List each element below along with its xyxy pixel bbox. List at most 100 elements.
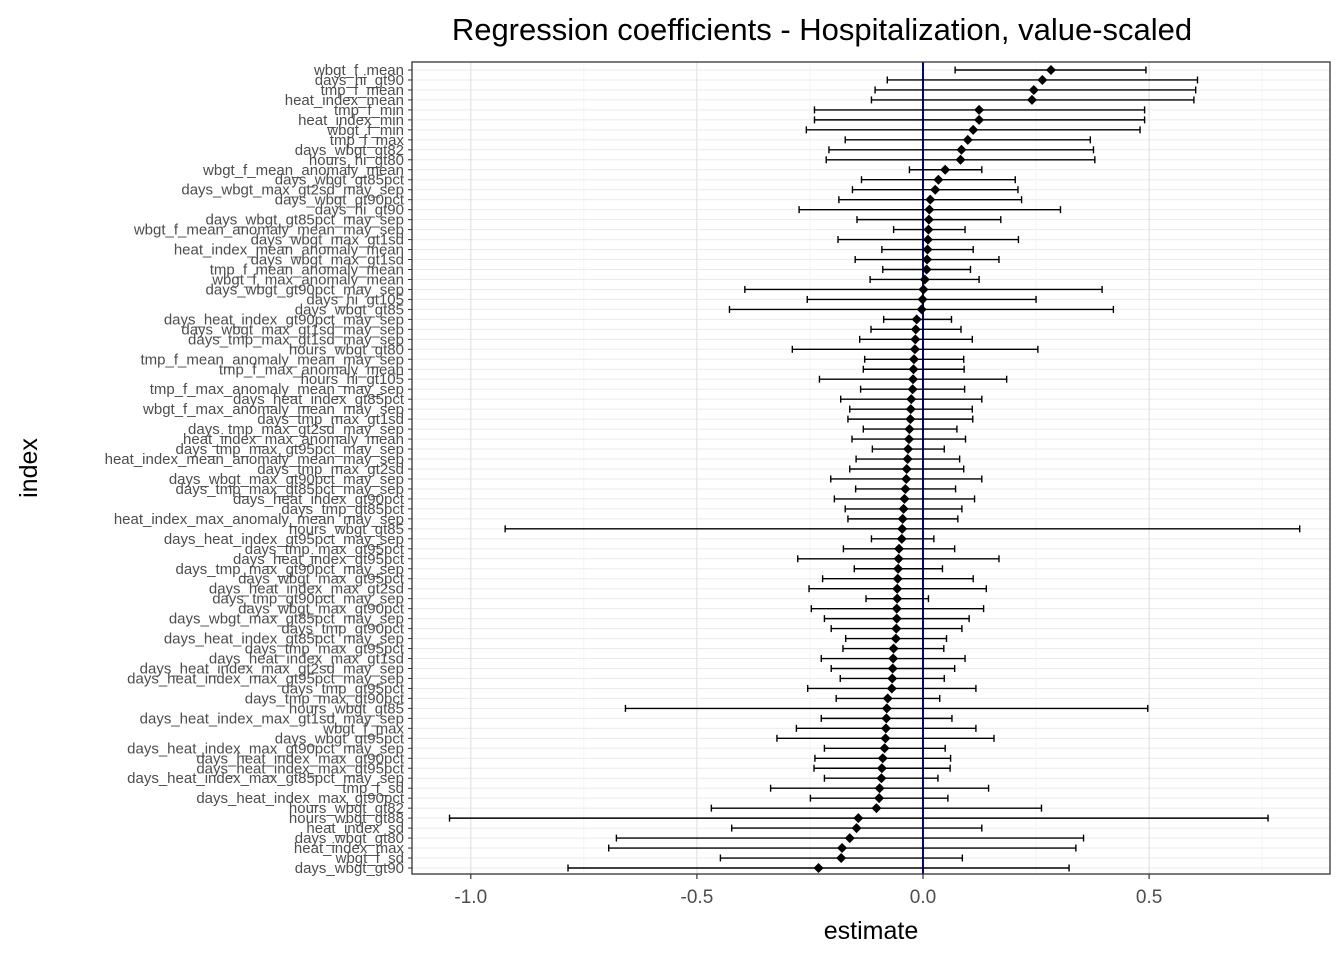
coefficient-row bbox=[808, 583, 988, 594]
y-tick-label: days_tmp_gt95pct bbox=[281, 680, 404, 697]
estimate-point bbox=[891, 603, 902, 614]
coefficient-row bbox=[854, 254, 1000, 265]
coefficient-row bbox=[821, 573, 974, 584]
estimate-point bbox=[916, 304, 927, 315]
y-tick-label: hours_hi_gt80 bbox=[309, 152, 404, 169]
coefficient-row bbox=[886, 74, 1199, 85]
estimate-point bbox=[881, 703, 892, 714]
coefficient-row bbox=[844, 503, 963, 514]
y-tick-label: hours_wbgt_gt85 bbox=[289, 521, 404, 538]
y-tick-label: days_heat_index_gt90pct_may_sep bbox=[164, 311, 404, 328]
y-tick-label: days_wbgt_gt80 bbox=[295, 830, 404, 847]
y-tick-label: days_wbgt_max_gt1sd bbox=[251, 252, 404, 269]
chart-title: Regression coefficients - Hospitalizatio… bbox=[452, 12, 1192, 47]
coefficient-row bbox=[504, 523, 1301, 534]
coefficient-row bbox=[837, 234, 1020, 245]
y-tick-label: days_tmp_max_gt2sd bbox=[257, 461, 404, 478]
y-tick-label: heat_index_mean_anomaly_mean bbox=[174, 242, 404, 259]
estimate-point bbox=[874, 793, 885, 804]
estimate-point bbox=[923, 224, 934, 235]
coefficient-row bbox=[870, 533, 935, 544]
estimate-point bbox=[906, 394, 917, 405]
estimate-point bbox=[837, 843, 848, 854]
y-tick-label: tmp_f_max_anomaly_mean bbox=[219, 361, 404, 378]
coefficient-row bbox=[847, 414, 974, 425]
x-tick-label: 0.0 bbox=[910, 887, 936, 908]
coefficient-row bbox=[820, 713, 953, 724]
coefficient-row bbox=[710, 803, 1043, 814]
y-tick-label: days_heat_index_gt95pct bbox=[233, 551, 405, 568]
estimate-point bbox=[904, 424, 915, 435]
coefficient-row bbox=[830, 623, 963, 634]
y-tick-label: days_wbgt_gt90pct_may_sep bbox=[206, 281, 404, 298]
y-tick-label: heat_index_mean bbox=[285, 92, 404, 109]
y-tick-label: days_hi_gt90 bbox=[315, 72, 404, 89]
x-axis-ticks: -1.0 -0.5 0.0 0.5 bbox=[454, 874, 1162, 908]
estimate-point bbox=[880, 733, 891, 744]
y-tick-label: days_heat_index_max_gt2sd_may_sep bbox=[140, 661, 404, 678]
estimate-point bbox=[893, 553, 904, 564]
estimate-point bbox=[1028, 84, 1039, 95]
y-tick-label: days_tmp_max_gt1sd bbox=[257, 411, 404, 428]
y-tick-label: days_wbgt_gt85pct_may_sep bbox=[206, 212, 404, 229]
y-tick-label: wbgt_f_mean_anomaly_mean bbox=[202, 162, 404, 179]
y-tick-label: days_heat_index_max_gt85pct_may_sep bbox=[127, 770, 404, 787]
y-tick-label: days_wbgt_max_gt95pct bbox=[238, 571, 405, 588]
coefficient-row bbox=[806, 683, 977, 694]
estimate-point bbox=[933, 174, 944, 185]
estimate-point bbox=[851, 823, 862, 834]
y-tick-label: days_tmp_gt90pct_may_sep bbox=[212, 591, 404, 608]
estimate-point bbox=[1026, 94, 1037, 105]
estimate-point bbox=[874, 783, 885, 794]
estimate-point bbox=[871, 803, 882, 814]
y-tick-label: hours_wbgt_gt82 bbox=[289, 800, 404, 817]
y-tick-label: days_wbgt_gt85 bbox=[295, 301, 404, 318]
coefficient-row bbox=[809, 793, 949, 804]
y-tick-label: wbgt_f_mean bbox=[313, 62, 404, 79]
estimate-point bbox=[896, 533, 907, 544]
estimate-point bbox=[922, 244, 933, 255]
estimate-point bbox=[903, 444, 914, 455]
estimate-point bbox=[897, 513, 908, 524]
y-tick-label: days_tmp_max_gt90pct_may_sep bbox=[176, 561, 404, 578]
y-tick-label: days_wbgt_gt95pct bbox=[275, 730, 405, 747]
y-tick-label: days_wbgt_gt82 bbox=[295, 142, 404, 159]
coefficient-row bbox=[795, 723, 977, 734]
coefficient-row bbox=[806, 294, 1037, 305]
estimate-point bbox=[813, 863, 824, 873]
estimate-point bbox=[922, 234, 933, 245]
x-tick-label: -0.5 bbox=[681, 887, 714, 908]
coefficient-row bbox=[825, 154, 1096, 165]
coefficient-row bbox=[908, 164, 983, 175]
y-tick-label: wbgt_f_min bbox=[326, 122, 404, 139]
estimate-point bbox=[917, 294, 928, 305]
plot-panel bbox=[412, 62, 1330, 874]
y-tick-label: days_tmp_max_gt95pct_may_sep bbox=[176, 441, 404, 458]
y-tick-label: tmp_f_sd bbox=[342, 780, 404, 797]
y-tick-label: wbgt_f_sd bbox=[335, 850, 404, 867]
plot-panel-border bbox=[411, 61, 1331, 875]
y-tick-label: heat_index_mean_anomaly_mean_may_sep bbox=[105, 451, 404, 468]
y-tick-label: days_wbgt_max_gt85pct_may_sep bbox=[169, 611, 404, 628]
y-tick-label: heat_index_min bbox=[298, 112, 404, 129]
y-tick-label: days_hi_gt105 bbox=[306, 291, 404, 308]
coefficient-row bbox=[859, 384, 966, 395]
estimate-point bbox=[923, 214, 934, 225]
y-tick-label: days_heat_index_gt85pct bbox=[233, 391, 405, 408]
estimate-point bbox=[876, 773, 887, 784]
coefficient-row bbox=[870, 324, 962, 335]
coefficient-row bbox=[954, 65, 1147, 75]
y-tick-label: days_wbgt_gt90pct bbox=[275, 192, 405, 209]
coefficient-row bbox=[797, 553, 1000, 564]
y-tick-label: days_wbgt_max_gt90pct bbox=[238, 601, 405, 618]
estimate-point bbox=[897, 523, 908, 534]
coefficient-row bbox=[818, 374, 1008, 385]
estimate-point bbox=[898, 503, 909, 514]
y-tick-label: heat_index_max_anomaly_mean_may_sep bbox=[114, 511, 404, 528]
estimate-point bbox=[940, 164, 951, 175]
y-tick-label: heat_index_max bbox=[294, 840, 405, 857]
y-tick-label: days_heat_index_max_gt90pct bbox=[196, 750, 404, 767]
coefficient-row bbox=[813, 763, 951, 774]
estimate-point bbox=[880, 723, 891, 734]
coefficient-row bbox=[798, 204, 1062, 215]
